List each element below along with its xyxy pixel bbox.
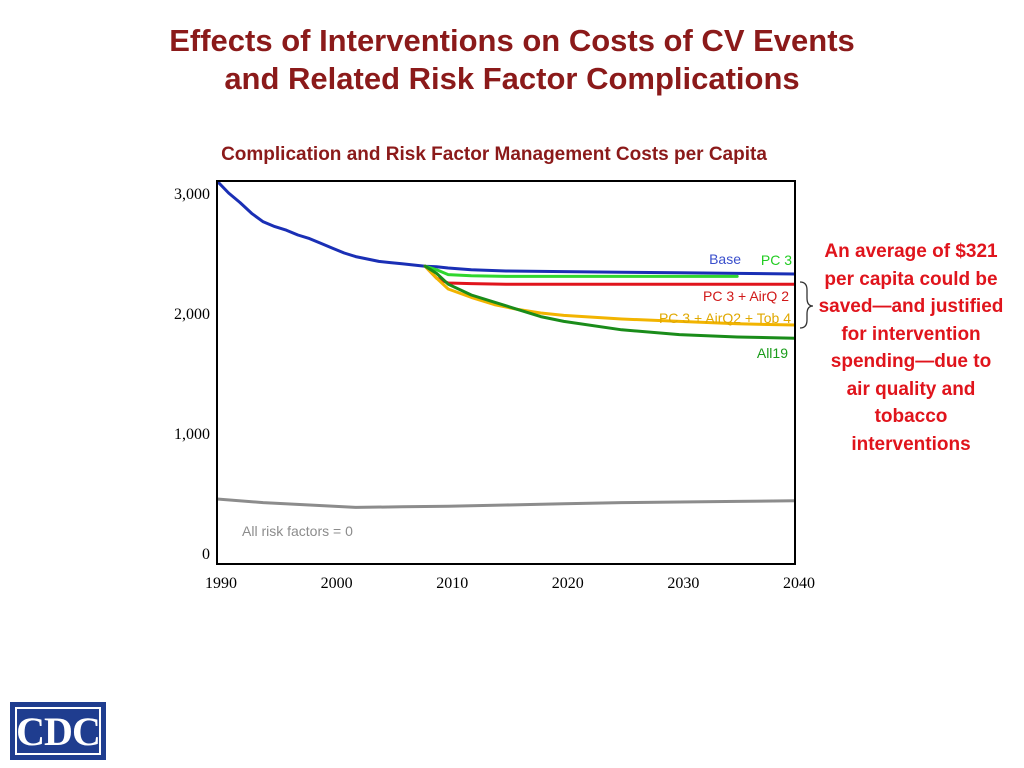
plot-frame (216, 180, 796, 565)
cdc-logo: CDC (10, 702, 106, 760)
y-tick-label: 3,000 (174, 186, 210, 203)
series-line-0 (217, 181, 795, 276)
series-label-2: PC 3 + AirQ 2 (703, 288, 789, 304)
x-tick-label: 2020 (552, 575, 584, 592)
series-label-1: PC 3 (761, 252, 792, 268)
brace-annotation (799, 281, 814, 329)
callout-text: An average of $321 per capita could be s… (818, 241, 1004, 455)
series-label-4: All19 (757, 345, 788, 361)
slide-title: Effects of Interventions on Costs of CV … (0, 22, 1024, 98)
slide-title-line2: and Related Risk Factor Complications (224, 61, 800, 96)
x-tick-label: 2030 (667, 575, 699, 592)
series-line-4 (423, 264, 795, 340)
series-line-5 (217, 497, 795, 509)
series-label-3: PC 3 + AirQ2 + Tob 4 (659, 310, 791, 326)
y-tick-label: 0 (202, 546, 210, 563)
chart-title: Complication and Risk Factor Management … (221, 144, 767, 165)
series-label-5: All risk factors = 0 (242, 523, 353, 539)
cdc-logo-text: CDC (15, 707, 101, 755)
series-line-3 (423, 264, 795, 327)
x-tick-label: 2040 (783, 575, 815, 592)
x-tick-label: 2010 (436, 575, 468, 592)
series-label-0: Base (709, 251, 741, 267)
y-tick-label: 2,000 (174, 306, 210, 323)
series-line-1 (423, 264, 739, 278)
slide-title-line1: Effects of Interventions on Costs of CV … (169, 23, 855, 58)
x-tick-label: 2000 (321, 575, 353, 592)
y-tick-label: 1,000 (174, 426, 210, 443)
x-tick-label: 1990 (205, 575, 237, 592)
